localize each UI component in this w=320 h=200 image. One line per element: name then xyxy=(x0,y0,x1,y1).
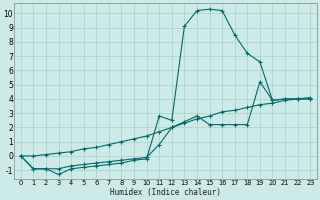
X-axis label: Humidex (Indice chaleur): Humidex (Indice chaleur) xyxy=(110,188,221,197)
